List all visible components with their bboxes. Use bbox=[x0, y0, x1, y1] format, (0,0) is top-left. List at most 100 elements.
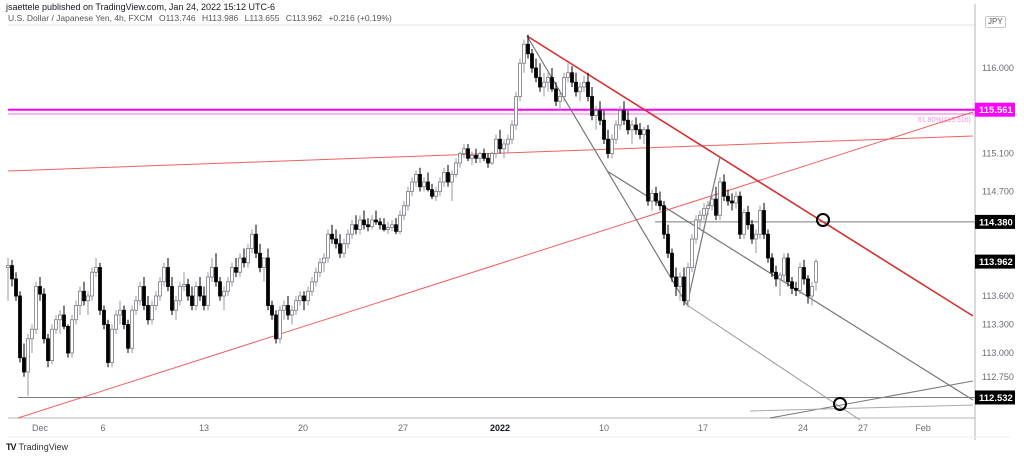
candle bbox=[146, 296, 150, 325]
candle-body bbox=[290, 309, 294, 316]
candle-body bbox=[434, 191, 438, 197]
candle bbox=[194, 281, 198, 311]
candle-body bbox=[190, 295, 194, 306]
symbol-name: U.S. Dollar / Japanese Yen, 4h, FXCM bbox=[8, 13, 153, 23]
candle bbox=[758, 205, 762, 239]
candle-body bbox=[338, 243, 342, 254]
candle-body bbox=[718, 181, 722, 216]
candle-body bbox=[90, 271, 94, 297]
candle bbox=[594, 106, 598, 130]
candle bbox=[686, 262, 690, 308]
candle-body bbox=[178, 286, 182, 302]
candle bbox=[178, 281, 182, 306]
gray-channel-bottom[interactable] bbox=[686, 304, 861, 421]
candle bbox=[158, 277, 162, 301]
candle bbox=[482, 148, 486, 162]
candle bbox=[14, 272, 18, 301]
time-axis[interactable]: Dec 6 13 20 27 2022 10 17 24 27 Feb bbox=[32, 423, 931, 433]
candle bbox=[270, 300, 274, 320]
price-tick: 115.100 bbox=[982, 149, 1014, 159]
candle bbox=[514, 91, 518, 130]
candlestick-chart[interactable]: 61.80%(115.516) 116.000 115.100 114.700 113… bbox=[0, 0, 1024, 440]
gray-wave-a[interactable] bbox=[526, 35, 688, 306]
candle-body bbox=[642, 129, 646, 135]
candle bbox=[34, 281, 38, 334]
candle-body bbox=[322, 257, 326, 264]
candle bbox=[422, 177, 426, 192]
price-label-text: 114.380 bbox=[979, 217, 1013, 228]
price-tick: 113.300 bbox=[982, 320, 1014, 330]
candle-body bbox=[374, 219, 378, 223]
candle bbox=[562, 72, 566, 102]
candle bbox=[182, 272, 186, 292]
time-tick: 2022 bbox=[490, 423, 510, 433]
candle-body bbox=[118, 309, 122, 316]
candle bbox=[298, 291, 302, 306]
currency-badge[interactable]: JPY bbox=[985, 16, 1006, 28]
candle-body bbox=[774, 271, 778, 280]
candle-body bbox=[378, 221, 382, 226]
candle bbox=[790, 277, 794, 295]
candle-body bbox=[706, 205, 710, 209]
candle-body bbox=[770, 257, 774, 273]
candle bbox=[526, 34, 530, 59]
candle-body bbox=[742, 211, 746, 235]
price-tick: 114.700 bbox=[982, 187, 1014, 197]
gray-rising[interactable] bbox=[769, 380, 974, 419]
candle bbox=[398, 210, 402, 235]
candle-body bbox=[650, 192, 654, 202]
candle-body bbox=[610, 138, 614, 154]
candle-body bbox=[578, 86, 582, 93]
candle bbox=[742, 208, 746, 239]
red-downtrend[interactable] bbox=[526, 35, 974, 317]
target-circle-114380 bbox=[816, 213, 830, 227]
candle bbox=[778, 272, 782, 296]
candle-body bbox=[226, 281, 230, 292]
candle bbox=[98, 262, 102, 315]
candle-body bbox=[562, 77, 566, 97]
candle bbox=[574, 72, 578, 97]
brand-name: TradingView bbox=[18, 442, 69, 452]
candle-body bbox=[366, 224, 370, 228]
price-axis[interactable]: 116.000 115.100 114.700 113.600 113.300 113.0… bbox=[982, 63, 1014, 382]
candle bbox=[150, 300, 154, 325]
candle bbox=[266, 248, 270, 311]
candle bbox=[58, 310, 62, 334]
candle bbox=[766, 229, 770, 263]
candle-body bbox=[782, 257, 786, 276]
candle bbox=[810, 281, 814, 306]
candle-body bbox=[810, 286, 814, 297]
candle-body bbox=[170, 286, 174, 311]
candle bbox=[430, 183, 434, 200]
candle bbox=[254, 224, 258, 258]
candle bbox=[306, 286, 310, 306]
candle-body bbox=[354, 224, 358, 230]
gray-flat[interactable] bbox=[749, 404, 974, 412]
candle bbox=[770, 253, 774, 277]
candle-body bbox=[438, 181, 442, 192]
candle bbox=[162, 262, 166, 287]
candle bbox=[794, 281, 798, 296]
candle-body bbox=[126, 324, 130, 349]
candle-body bbox=[262, 257, 266, 268]
gray-channel-top[interactable] bbox=[606, 170, 974, 401]
time-tick: 24 bbox=[798, 423, 808, 433]
candle bbox=[50, 324, 54, 365]
time-tick: 17 bbox=[698, 423, 708, 433]
candle bbox=[374, 210, 378, 225]
candle bbox=[426, 172, 430, 192]
candle bbox=[746, 205, 750, 230]
candle bbox=[754, 229, 758, 254]
candle-body bbox=[42, 293, 46, 340]
candle-body bbox=[426, 181, 430, 190]
chart-frame bbox=[8, 4, 1010, 440]
candle-body bbox=[798, 267, 802, 291]
candle bbox=[646, 125, 650, 206]
candle bbox=[726, 189, 730, 206]
candle bbox=[106, 319, 110, 368]
candle-body bbox=[686, 267, 690, 302]
time-tick: 6 bbox=[100, 423, 105, 433]
candle-body bbox=[150, 305, 154, 321]
candle-body bbox=[626, 119, 630, 131]
red-lower-channel[interactable] bbox=[17, 111, 974, 419]
